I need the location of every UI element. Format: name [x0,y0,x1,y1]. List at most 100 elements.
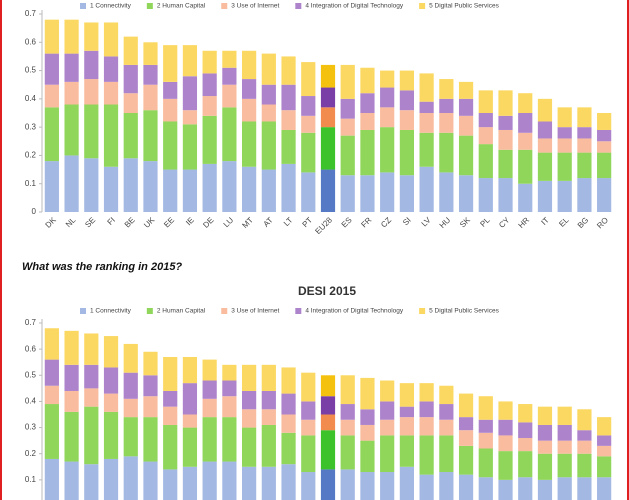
bar-segment [281,414,296,433]
bar-segment [84,364,99,389]
bar-segment [64,390,79,412]
bar-segment [557,440,572,454]
bar-segment [458,175,474,212]
bar-segment [103,81,119,105]
bar-segment [261,390,276,410]
x-tick-label: HU [438,215,453,230]
bar-segment [439,132,454,173]
legend-swatch [80,3,86,9]
y-tick-label: 0.7 [25,9,37,18]
bar-segment [498,178,513,212]
bar-segment [380,401,395,420]
bar-segment [399,110,414,130]
bar-segment [498,401,513,420]
bar-segment [242,79,257,99]
x-tick-label: LU [222,215,236,229]
y-tick-label: 0.4 [25,94,37,103]
bar-segment [222,380,237,397]
bar-segment [301,132,316,173]
x-tick-label: DK [44,215,59,230]
bar-segment [261,466,276,500]
bar-segment [222,84,237,108]
bar-segment [182,427,198,467]
bar-segment [64,461,79,500]
x-tick-label: EU28 [313,215,334,236]
bar-segment [301,115,316,133]
bar-segment [44,161,59,212]
question: What was the ranking in 2015? [22,261,182,273]
legend-swatch [295,308,302,314]
bar-segment [577,127,592,139]
bar-segment [222,107,237,162]
bar-segment [557,406,572,425]
x-tick-label: AT [262,215,275,228]
bar-segment [458,474,474,500]
bar-segment [597,178,612,212]
bar-segment [458,135,474,176]
legend-label: 3 Use of Internet [231,308,279,315]
bar-segment [123,113,138,159]
bar-segment [242,466,257,500]
bar-segment [242,50,257,80]
bar-segment [64,411,79,462]
bar-segment [261,53,276,85]
bar-segment [537,121,553,139]
bar-segment [537,98,553,122]
bar-segment [537,479,553,500]
bar-segment [182,383,198,415]
bar-segment [399,90,414,111]
bar-segment [498,419,513,436]
legend-swatch [221,308,228,314]
bar-segment [143,461,158,500]
x-tick-label: SE [83,216,97,230]
bar-segment [439,419,454,436]
bar-segment [360,67,375,94]
bar-segment [518,93,533,113]
bar-segment [103,56,119,82]
x-tick-label: ES [340,216,354,230]
bar-segment [380,87,395,108]
bar-segment [458,417,474,431]
bar-segment [577,107,592,128]
bar-segment [84,388,99,407]
y-tick-label: 0.3 [25,122,37,131]
x-tick-label: PT [301,215,315,229]
bar-segment [360,472,375,500]
legend-label: 4 Integration of Digital Technology [305,308,404,315]
bar-segment [537,406,553,425]
bar-segment [439,172,454,212]
bar-segment [518,149,533,184]
bar-segment [242,390,257,410]
bar-segment [577,430,592,441]
legend-label: 2 Human Capital [157,308,206,315]
bar-segment [518,132,533,150]
bar-segment [163,98,178,122]
bar-segment [123,158,138,212]
bar-segment [360,424,375,441]
bar-segment [123,456,138,500]
bar-segment [143,110,158,162]
x-tick-label: EE [162,216,176,230]
bar-segment [103,393,119,412]
bar-segment [439,79,454,99]
bar-segment [597,477,612,500]
bar-segment [340,175,355,212]
bar-segment [340,469,355,500]
bar-segment [143,161,158,212]
bar-segment [261,84,276,105]
bar-segment [123,93,138,113]
bar-segment [222,50,237,68]
bar-segment [380,172,395,212]
bar-segment [458,98,474,116]
bar-segment [163,169,178,212]
bar-segment [419,474,434,500]
bar-segment [182,169,198,212]
bar-segment [419,73,434,102]
bar-segment [301,472,316,500]
bar-segment [202,417,217,462]
bar-segment [202,73,217,97]
bar-segment [84,104,99,159]
bar-segment [163,390,178,407]
